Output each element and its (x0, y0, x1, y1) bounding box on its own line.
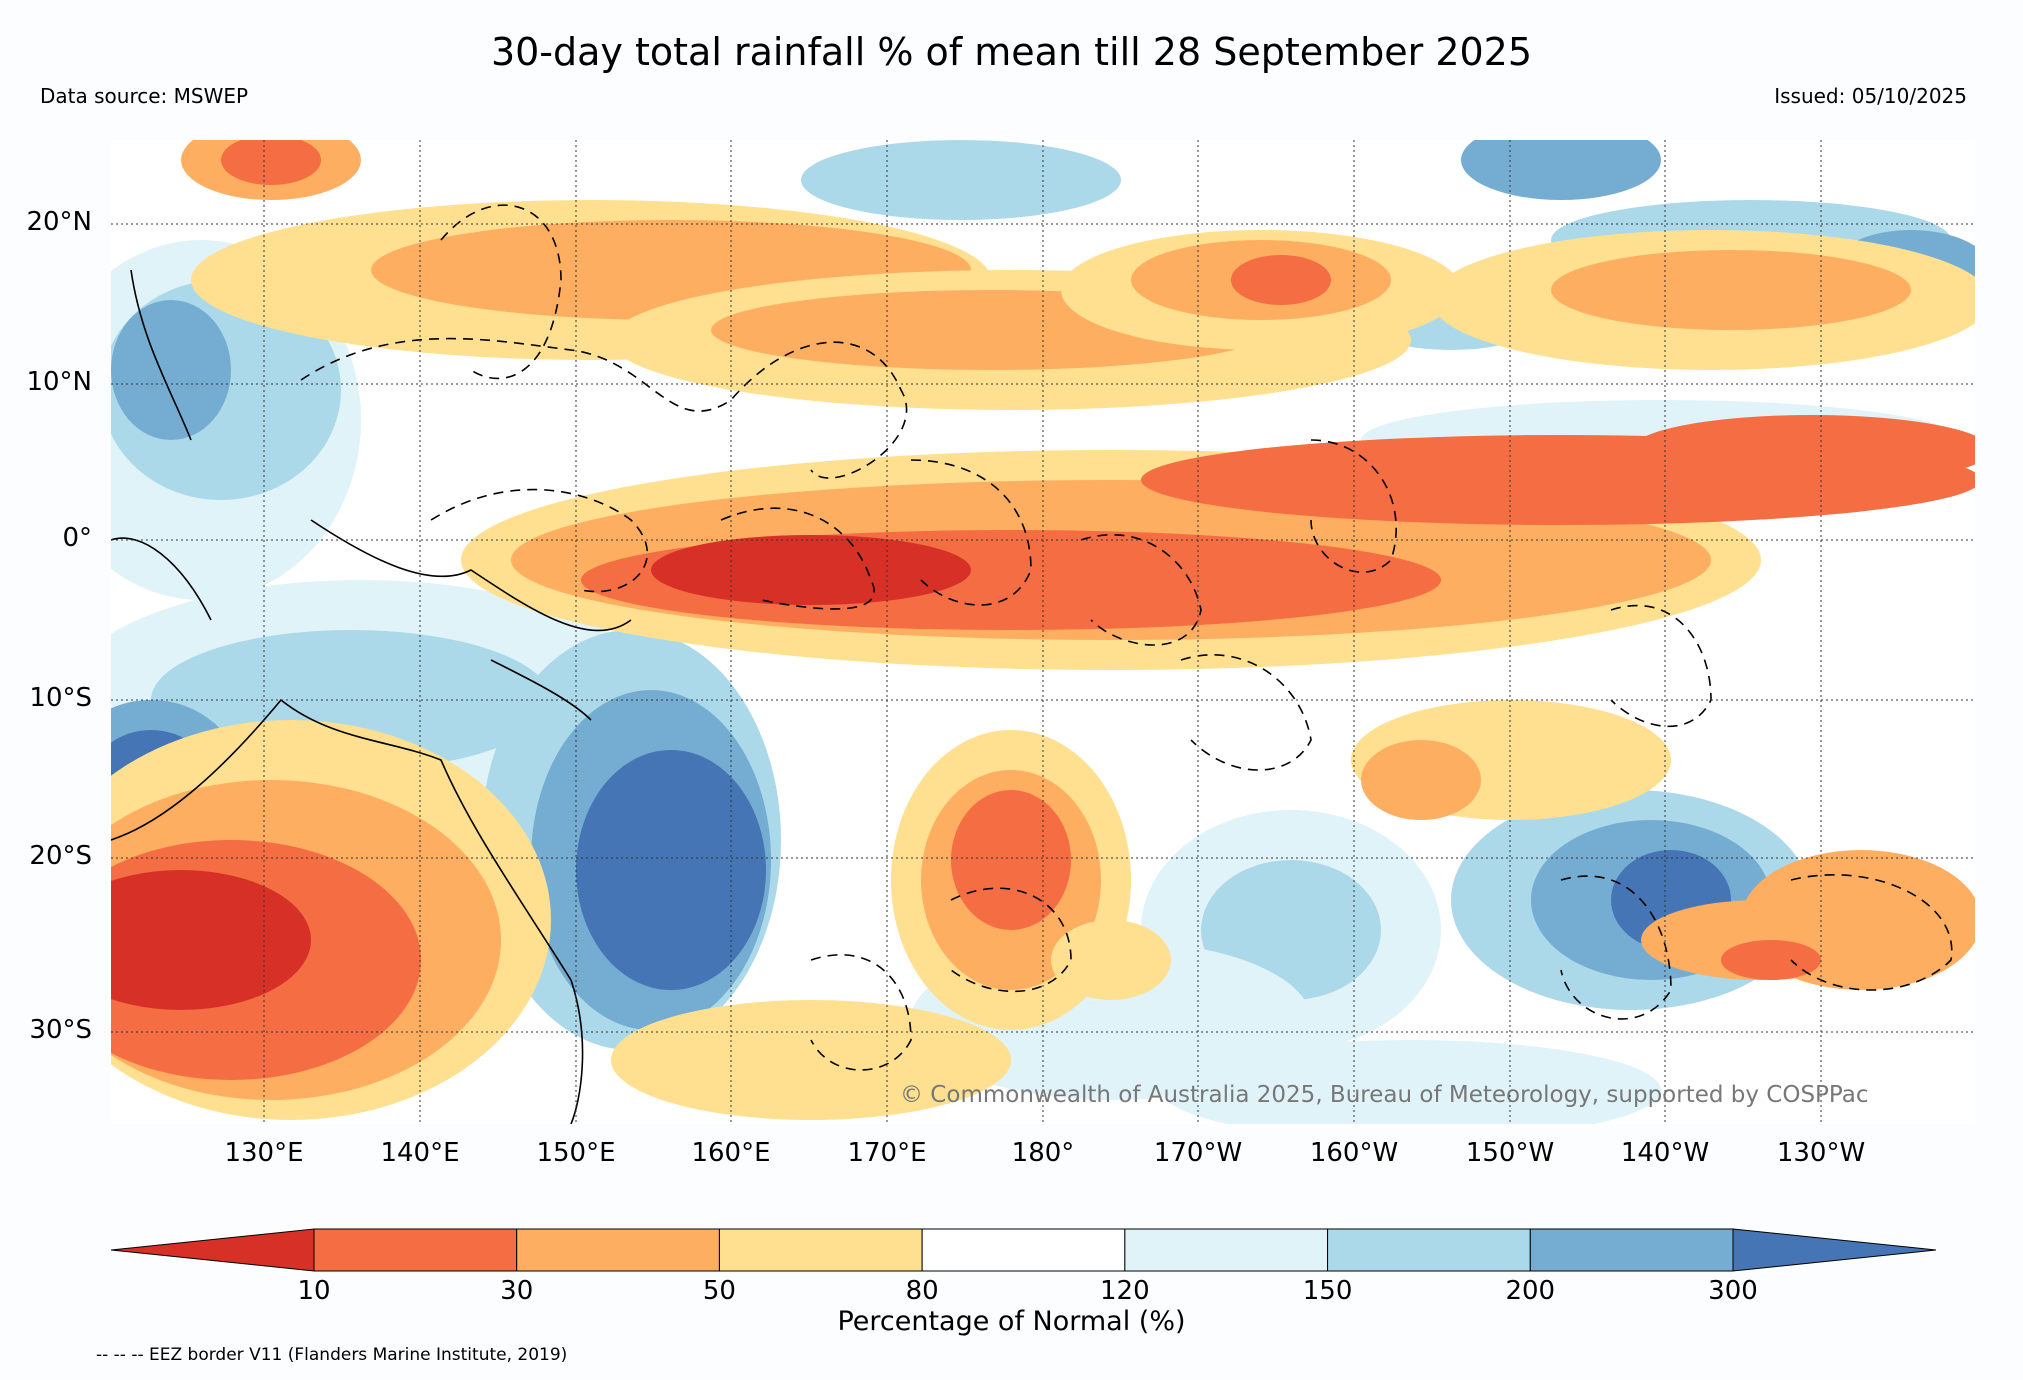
issued-date: Issued: 05/10/2025 (1774, 84, 1967, 108)
colorbar-segment (516, 1228, 720, 1272)
colorbar-tick-label: 50 (702, 1276, 736, 1306)
lon-label: 150°E (536, 1138, 616, 1168)
colorbar-tick-label: 150 (1302, 1276, 1353, 1306)
lon-label: 140°E (380, 1138, 460, 1168)
lon-label: 130°W (1776, 1138, 1866, 1168)
lat-label: 10°S (29, 683, 92, 713)
colorbar-segment (1732, 1228, 1936, 1272)
map-title: 30-day total rainfall % of mean till 28 … (490, 30, 1533, 74)
copyright-note: © Commonwealth of Australia 2025, Bureau… (900, 1082, 1869, 1108)
eez-legend-note: -- -- -- EEZ border V11 (Flanders Marine… (96, 1345, 568, 1365)
lat-label: 0° (62, 523, 92, 553)
lon-label: 180° (1011, 1138, 1075, 1168)
colorbar-tick-label: 80 (905, 1276, 939, 1306)
colorbar-segment (1124, 1228, 1329, 1272)
lat-label: 10°N (26, 367, 92, 397)
lon-label: 140°W (1620, 1138, 1710, 1168)
lat-label: 20°S (29, 841, 92, 871)
coastlines (111, 269, 632, 1124)
graticule (111, 140, 1975, 1124)
colorbar-segment (1327, 1228, 1531, 1272)
colorbar-unit-label: Percentage of Normal (%) (837, 1306, 1186, 1337)
lon-label: 130°E (224, 1138, 304, 1168)
lon-label: 160°E (691, 1138, 771, 1168)
lon-label: 170°E (847, 1138, 927, 1168)
colorbar-segment (313, 1228, 518, 1272)
colorbar (111, 1228, 1936, 1272)
dry-anomaly-regions (111, 140, 1975, 1120)
colorbar-segment (111, 1228, 315, 1272)
colorbar-tick-label: 200 (1505, 1276, 1556, 1306)
colorbar-tick-label: 120 (1100, 1276, 1150, 1306)
eez-borders (300, 204, 1953, 1071)
data-source: Data source: MSWEP (40, 84, 249, 108)
lat-label: 20°N (26, 207, 92, 237)
colorbar-segment (921, 1228, 1126, 1272)
lon-label: 170°W (1153, 1138, 1243, 1168)
lon-label: 160°W (1309, 1138, 1399, 1168)
colorbar-tick-label: 300 (1708, 1276, 1758, 1306)
colorbar-tick-label: 30 (500, 1276, 534, 1306)
rainfall-map (111, 140, 1975, 1124)
colorbar-segment (1529, 1228, 1734, 1272)
colorbar-segment (718, 1228, 923, 1272)
lat-label: 30°S (29, 1015, 92, 1045)
lon-label: 150°W (1465, 1138, 1555, 1168)
colorbar-tick-label: 10 (297, 1276, 331, 1306)
